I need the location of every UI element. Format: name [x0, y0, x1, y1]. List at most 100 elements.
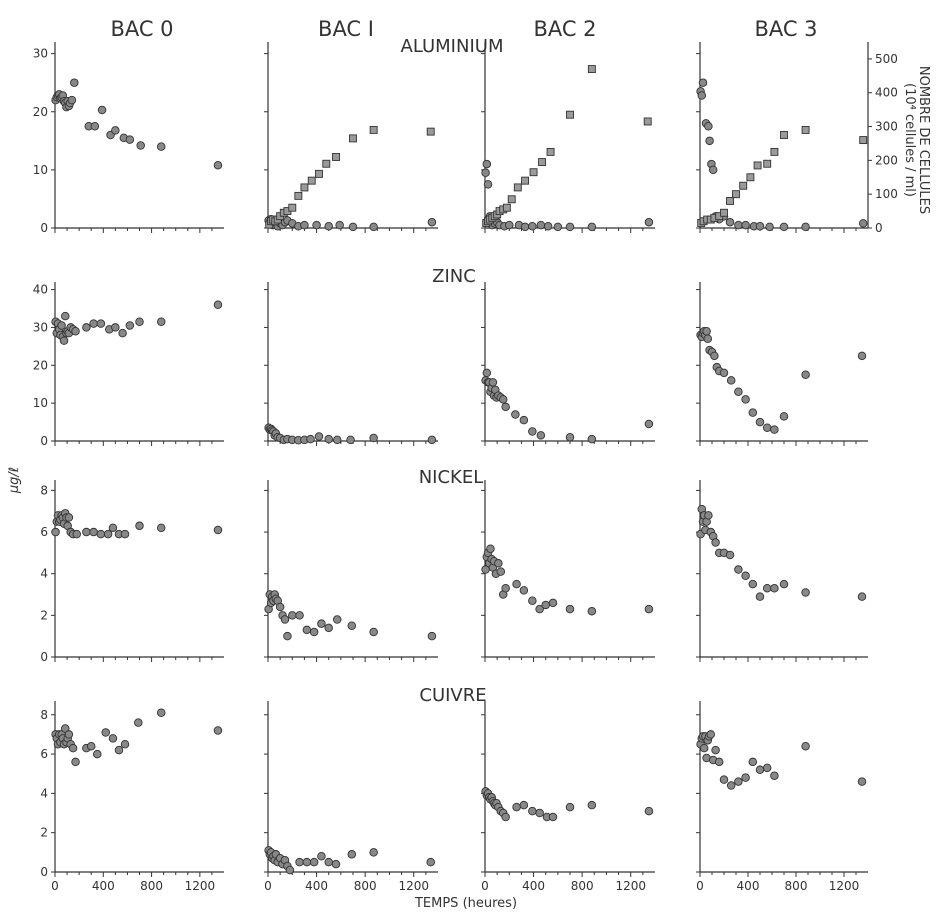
concentration-point — [347, 850, 357, 859]
concentration-point — [541, 600, 550, 610]
concentration-point — [857, 351, 867, 361]
concentration-point — [536, 431, 546, 440]
concentration-point — [644, 217, 654, 227]
concentration-point — [67, 95, 77, 105]
right-axis-sublabel: (10⁴ cellules / ml) — [902, 83, 917, 197]
panel-nickel-bac-0: 0 2 4 6 8 — [40, 480, 224, 664]
concentration-point — [314, 432, 324, 441]
cell-count-point — [507, 195, 516, 204]
concentration-point — [565, 604, 575, 614]
concentration-point — [734, 220, 743, 230]
y-tick-label: 0 — [40, 865, 48, 879]
concentration-point — [734, 565, 743, 574]
x-tick-label: 1200 — [185, 879, 216, 893]
panel-aluminium-bac-2 — [481, 42, 655, 233]
concentration-point — [369, 627, 378, 637]
concentration-point — [644, 806, 654, 816]
cell-count-point — [307, 176, 316, 185]
panel-aluminium-bac-i — [264, 42, 438, 233]
x-tick-label: 400 — [737, 879, 760, 893]
concentration-point — [324, 623, 333, 633]
concentration-point — [312, 220, 321, 230]
concentration-point — [762, 584, 772, 593]
concentration-point — [494, 559, 503, 568]
y-tick-label: 2 — [40, 608, 48, 622]
right-tick-label: 100 — [875, 187, 898, 201]
concentration-point — [482, 159, 492, 169]
concentration-point — [779, 412, 789, 421]
y-tick-label: 20 — [33, 105, 48, 119]
concentration-point — [520, 222, 530, 232]
concentration-point — [136, 141, 145, 150]
panel-aluminium-bac-0: 0 10 20 30 — [33, 42, 224, 235]
concentration-point — [72, 529, 81, 539]
x-tick-label: 800 — [785, 879, 808, 893]
concentration-point — [748, 579, 758, 589]
concentration-point — [704, 511, 713, 520]
concentration-point — [501, 812, 510, 822]
cell-count-point — [322, 159, 331, 168]
concentration-point — [528, 806, 537, 816]
cell-count-point — [566, 110, 574, 119]
concentration-point — [295, 611, 304, 620]
concentration-point — [755, 765, 765, 775]
concentration-point — [779, 222, 789, 232]
concentration-point — [719, 775, 729, 784]
concentration-point — [711, 745, 720, 755]
right-tick-label: 400 — [875, 86, 898, 100]
concentration-point — [548, 812, 558, 822]
x-tick-label: 400 — [92, 879, 115, 893]
concentration-point — [755, 592, 765, 601]
y-tick-label: 10 — [33, 163, 48, 177]
right-tick-label: 200 — [875, 153, 898, 167]
concentration-point — [486, 544, 495, 553]
x-tick-label: 0 — [696, 879, 704, 893]
cell-count-point — [726, 196, 734, 205]
concentration-point — [302, 625, 312, 635]
concentration-point — [369, 433, 378, 443]
x-tick-label: 1200 — [829, 879, 860, 893]
concentration-point — [511, 410, 520, 419]
concentration-point — [111, 323, 120, 332]
concentration-point — [770, 425, 779, 434]
concentration-point — [369, 222, 378, 232]
concentration-point — [309, 627, 319, 637]
x-tick-label: 400 — [522, 879, 545, 893]
concentration-point — [704, 122, 713, 131]
concentration-point — [213, 525, 223, 535]
concentration-point — [741, 571, 750, 581]
concentration-point — [213, 160, 223, 170]
concentration-point — [741, 395, 750, 404]
concentration-point — [280, 615, 290, 624]
column-title-bac-3: BAC 3 — [754, 17, 817, 41]
concentration-point — [748, 757, 758, 767]
concentration-point — [427, 631, 437, 641]
concentration-point — [111, 126, 120, 135]
concentration-point — [703, 334, 713, 344]
concentration-point — [711, 538, 720, 547]
concentration-point — [699, 743, 709, 753]
concentration-point — [519, 415, 529, 425]
x-tick-label: 0 — [481, 879, 489, 893]
concentration-point — [501, 402, 510, 412]
row-title-cuivre: CUIVRE — [419, 685, 486, 706]
concentration-point — [770, 771, 779, 780]
cell-count-point — [739, 181, 748, 190]
x-tick-label: 0 — [264, 879, 272, 893]
concentration-point — [528, 596, 537, 606]
concentration-point — [82, 527, 91, 537]
panel-cuivre-bac-0: 0 400 800 1200 0 2 4 6 8 — [40, 701, 224, 893]
y-tick-label: 30 — [33, 320, 48, 334]
concentration-point — [770, 584, 779, 593]
concentration-point — [755, 417, 765, 427]
x-tick-label: 400 — [305, 879, 328, 893]
concentration-point — [741, 773, 750, 782]
column-title-bac-2: BAC 2 — [533, 17, 596, 41]
y-tick-label: 4 — [40, 567, 48, 581]
y-tick-label: 40 — [33, 283, 48, 297]
row-titles: ALUMINIUM ZINC NICKEL CUIVRE — [401, 36, 504, 706]
concentration-point — [705, 136, 714, 146]
cell-count-point — [369, 125, 378, 134]
concentration-point — [426, 857, 435, 867]
concentration-point — [64, 730, 74, 739]
